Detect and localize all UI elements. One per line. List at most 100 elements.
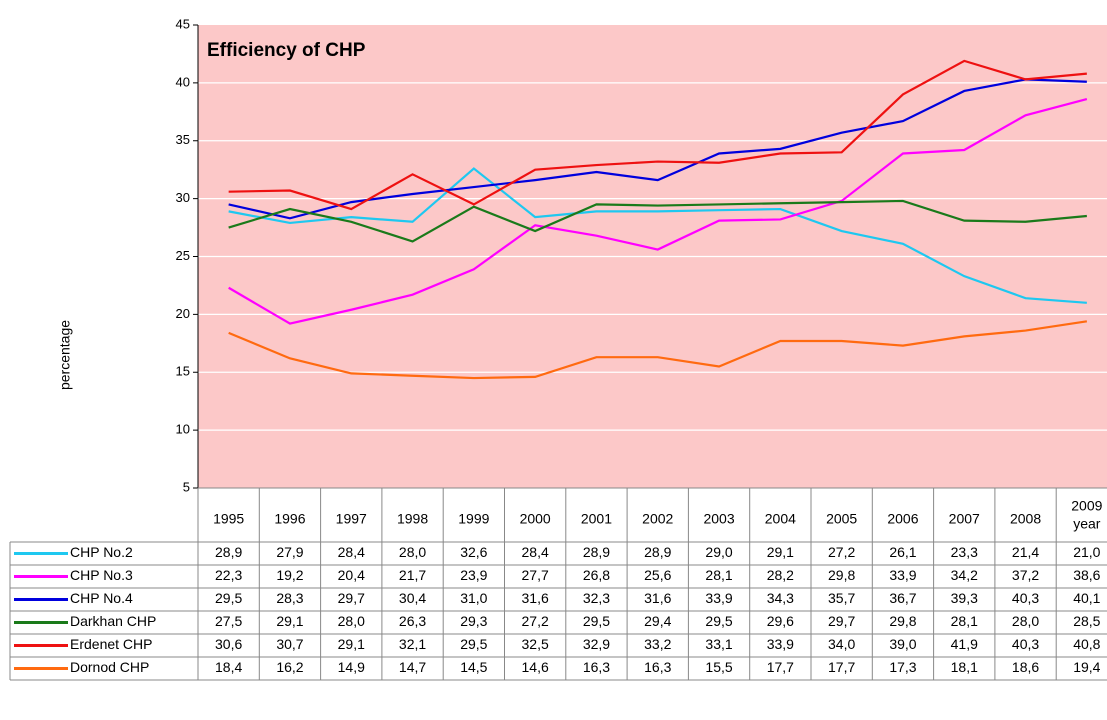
table-cell: 29,5 bbox=[583, 613, 610, 629]
table-cell: 30,7 bbox=[276, 636, 303, 652]
table-cell: 26,3 bbox=[399, 613, 426, 629]
y-tick-label: 45 bbox=[176, 16, 190, 31]
table-cell: 28,1 bbox=[705, 567, 732, 583]
series-line bbox=[228, 320, 1088, 380]
table-cell: 17,7 bbox=[767, 659, 794, 675]
table-cell: 19,2 bbox=[276, 567, 303, 583]
x-tick-label: 1996 bbox=[274, 511, 305, 527]
table-cell: 23,9 bbox=[460, 567, 487, 583]
legend-label: CHP No.3 bbox=[70, 567, 133, 583]
table-cell: 34,0 bbox=[828, 636, 855, 652]
table-cell: 21,7 bbox=[399, 567, 426, 583]
table-cell: 29,8 bbox=[828, 567, 855, 583]
table-cell: 28,4 bbox=[522, 544, 549, 560]
table-cell: 28,2 bbox=[767, 567, 794, 583]
x-tick-label: 2009 bbox=[1071, 498, 1102, 514]
x-tick-label: 1997 bbox=[336, 511, 367, 527]
table-cell: 14,7 bbox=[399, 659, 426, 675]
table-cell: 27,2 bbox=[828, 544, 855, 560]
table-cell: 18,4 bbox=[215, 659, 242, 675]
x-tick-label: 2001 bbox=[581, 511, 612, 527]
y-tick-label: 20 bbox=[176, 306, 190, 321]
x-axis-label: year bbox=[1073, 516, 1101, 532]
y-tick-label: 10 bbox=[176, 422, 190, 437]
table-cell: 31,6 bbox=[522, 590, 549, 606]
table-cell: 26,8 bbox=[583, 567, 610, 583]
table-cell: 36,7 bbox=[889, 590, 916, 606]
table-cell: 27,7 bbox=[522, 567, 549, 583]
table-cell: 16,3 bbox=[583, 659, 610, 675]
table-cell: 32,9 bbox=[583, 636, 610, 652]
x-tick-label: 2007 bbox=[949, 511, 980, 527]
x-tick-label: 2003 bbox=[703, 511, 734, 527]
legend-label: Darkhan CHP bbox=[70, 613, 156, 629]
table-cell: 40,8 bbox=[1073, 636, 1100, 652]
x-tick-label: 2000 bbox=[520, 511, 551, 527]
table-cell: 26,1 bbox=[889, 544, 916, 560]
y-tick-label: 30 bbox=[176, 190, 190, 205]
table-cell: 31,6 bbox=[644, 590, 671, 606]
table-cell: 17,7 bbox=[828, 659, 855, 675]
table-cell: 33,9 bbox=[767, 636, 794, 652]
table-cell: 21,0 bbox=[1073, 544, 1100, 560]
table-cell: 17,3 bbox=[889, 659, 916, 675]
legend-label: Dornod CHP bbox=[70, 659, 149, 675]
table-cell: 33,9 bbox=[889, 567, 916, 583]
table-cell: 14,9 bbox=[338, 659, 365, 675]
table-cell: 30,6 bbox=[215, 636, 242, 652]
table-cell: 37,2 bbox=[1012, 567, 1039, 583]
table-cell: 28,1 bbox=[951, 613, 978, 629]
table-cell: 20,4 bbox=[338, 567, 365, 583]
x-tick-label: 2008 bbox=[1010, 511, 1041, 527]
table-cell: 33,1 bbox=[705, 636, 732, 652]
y-tick-label: 25 bbox=[176, 248, 190, 263]
x-tick-label: 2002 bbox=[642, 511, 673, 527]
x-tick-label: 1995 bbox=[213, 511, 244, 527]
table-cell: 34,2 bbox=[951, 567, 978, 583]
table-cell: 40,1 bbox=[1073, 590, 1100, 606]
legend-label: CHP No.4 bbox=[70, 590, 133, 606]
y-tick-label: 40 bbox=[176, 74, 190, 89]
table-cell: 29,3 bbox=[460, 613, 487, 629]
table-cell: 27,9 bbox=[276, 544, 303, 560]
table-cell: 18,6 bbox=[1012, 659, 1039, 675]
table-cell: 28,9 bbox=[215, 544, 242, 560]
y-axis-label: percentage bbox=[57, 320, 73, 390]
table-cell: 18,1 bbox=[951, 659, 978, 675]
table-cell: 32,1 bbox=[399, 636, 426, 652]
table-cell: 35,7 bbox=[828, 590, 855, 606]
table-cell: 27,2 bbox=[522, 613, 549, 629]
table-cell: 16,2 bbox=[276, 659, 303, 675]
table-cell: 21,4 bbox=[1012, 544, 1039, 560]
y-tick-label: 35 bbox=[176, 132, 190, 147]
table-cell: 40,3 bbox=[1012, 636, 1039, 652]
table-cell: 29,5 bbox=[705, 613, 732, 629]
table-cell: 39,0 bbox=[889, 636, 916, 652]
table-cell: 32,5 bbox=[522, 636, 549, 652]
table-cell: 16,3 bbox=[644, 659, 671, 675]
legend-label: CHP No.2 bbox=[70, 544, 133, 560]
table-cell: 28,9 bbox=[644, 544, 671, 560]
table-cell: 29,8 bbox=[889, 613, 916, 629]
table-cell: 15,5 bbox=[705, 659, 732, 675]
table-cell: 29,7 bbox=[338, 590, 365, 606]
x-tick-label: 2005 bbox=[826, 511, 857, 527]
table-cell: 41,9 bbox=[951, 636, 978, 652]
table-cell: 40,3 bbox=[1012, 590, 1039, 606]
table-cell: 32,6 bbox=[460, 544, 487, 560]
series-line bbox=[228, 78, 1087, 220]
table-cell: 14,5 bbox=[460, 659, 487, 675]
table-cell: 30,4 bbox=[399, 590, 426, 606]
legend-label: Erdenet CHP bbox=[70, 636, 152, 652]
table-cell: 29,6 bbox=[767, 613, 794, 629]
table-cell: 25,6 bbox=[644, 567, 671, 583]
table-cell: 38,6 bbox=[1073, 567, 1100, 583]
table-cell: 28,0 bbox=[399, 544, 426, 560]
series-line bbox=[228, 98, 1088, 325]
table-cell: 22,3 bbox=[215, 567, 242, 583]
table-cell: 23,3 bbox=[951, 544, 978, 560]
table-cell: 29,5 bbox=[215, 590, 242, 606]
table-cell: 28,0 bbox=[338, 613, 365, 629]
table-cell: 29,7 bbox=[828, 613, 855, 629]
